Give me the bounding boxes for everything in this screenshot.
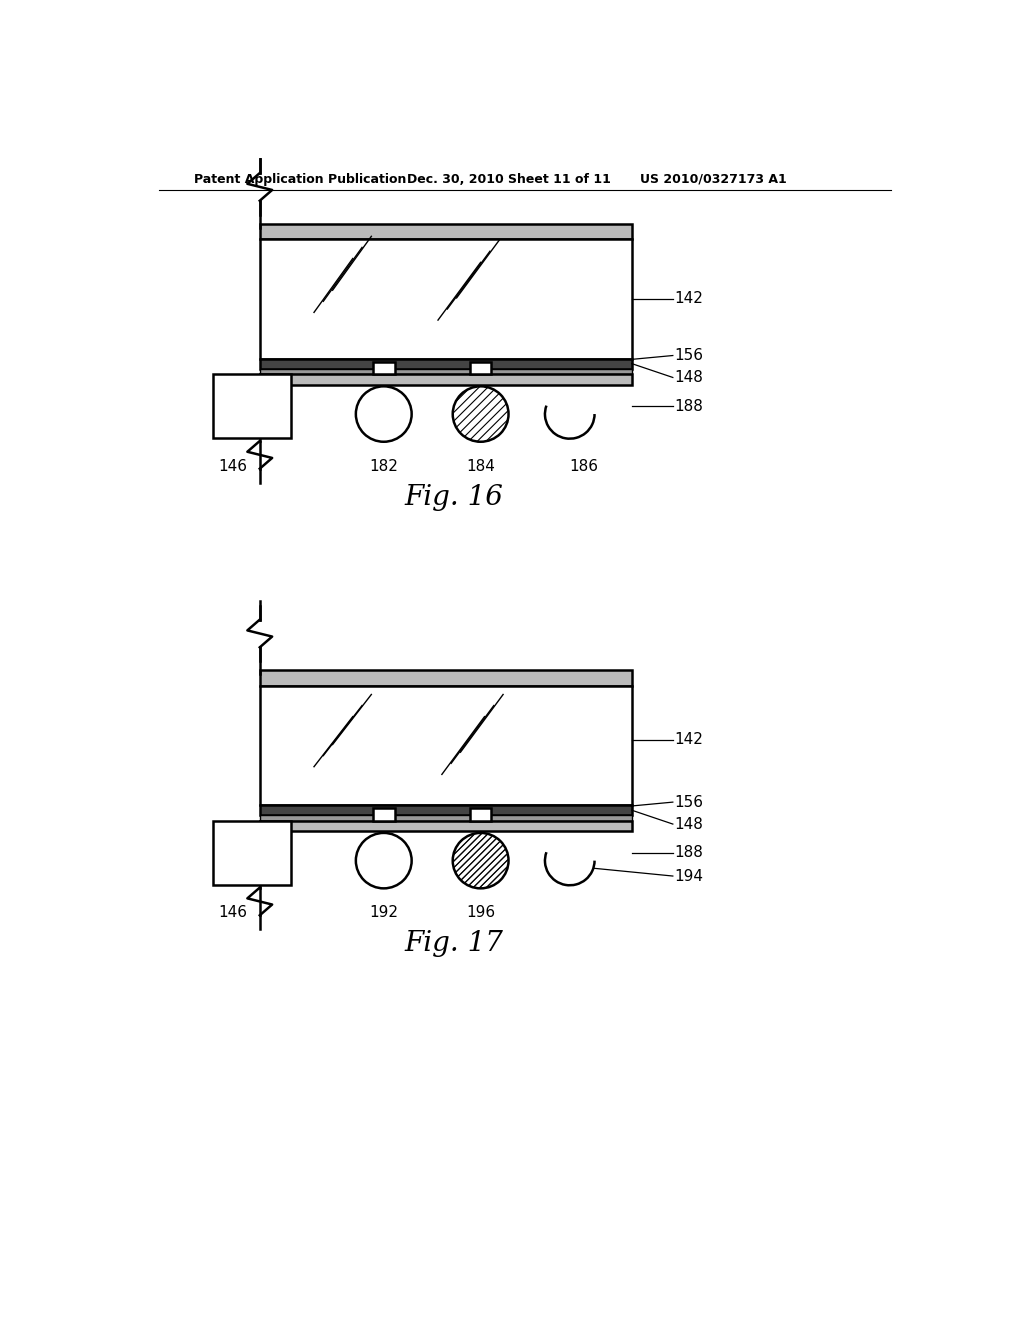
Text: 142: 142: [675, 733, 703, 747]
Text: 142: 142: [675, 292, 703, 306]
Bar: [213, 374, 291, 438]
Circle shape: [356, 833, 412, 888]
Bar: [260, 359, 632, 368]
Text: 188: 188: [675, 845, 703, 861]
Bar: [470, 808, 492, 821]
Bar: [213, 821, 291, 884]
Text: 156: 156: [675, 795, 703, 809]
Text: Fig. 16: Fig. 16: [404, 483, 503, 511]
Text: 148: 148: [675, 370, 703, 385]
Text: 196: 196: [466, 906, 496, 920]
Text: 192: 192: [370, 906, 398, 920]
Text: 194: 194: [675, 869, 703, 883]
Bar: [260, 821, 632, 832]
Text: 182: 182: [370, 459, 398, 474]
Text: 146: 146: [218, 906, 247, 920]
Text: 148: 148: [675, 817, 703, 832]
Bar: [260, 239, 632, 359]
Text: Fig. 17: Fig. 17: [404, 931, 503, 957]
Text: 146: 146: [218, 459, 247, 474]
Bar: [260, 374, 632, 385]
Bar: [373, 808, 394, 821]
Text: Sheet 11 of 11: Sheet 11 of 11: [508, 173, 610, 186]
Bar: [373, 362, 394, 374]
Bar: [260, 816, 632, 821]
Circle shape: [453, 387, 509, 442]
Bar: [260, 368, 632, 374]
Text: 156: 156: [675, 348, 703, 363]
Bar: [260, 224, 632, 239]
Text: 184: 184: [466, 459, 495, 474]
Bar: [260, 805, 632, 816]
Text: Patent Application Publication: Patent Application Publication: [194, 173, 407, 186]
Circle shape: [356, 387, 412, 442]
Text: Dec. 30, 2010: Dec. 30, 2010: [407, 173, 504, 186]
Bar: [470, 362, 492, 374]
Bar: [260, 686, 632, 805]
Text: US 2010/0327173 A1: US 2010/0327173 A1: [640, 173, 786, 186]
Text: 186: 186: [569, 459, 598, 474]
Bar: [260, 671, 632, 686]
Text: 188: 188: [675, 399, 703, 414]
Circle shape: [453, 833, 509, 888]
